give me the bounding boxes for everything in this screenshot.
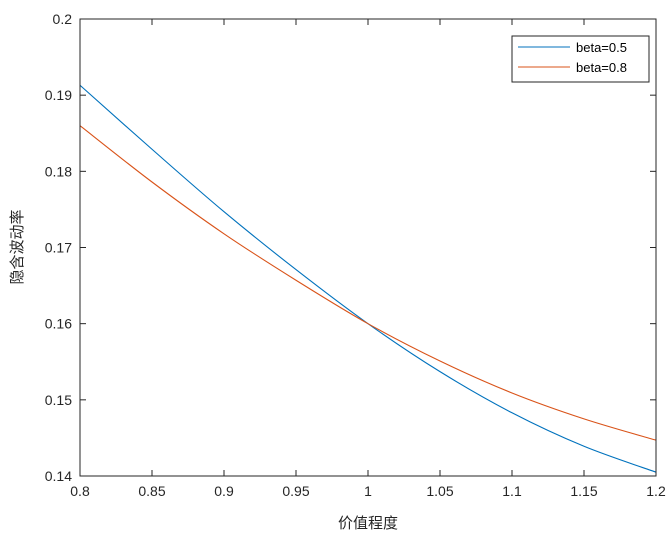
x-axis-label: 价值程度 bbox=[338, 514, 398, 532]
x-tick-label: 0.85 bbox=[138, 483, 165, 499]
y-axis-label: 隐含波动率 bbox=[8, 209, 26, 284]
x-tick-label: 0.95 bbox=[282, 483, 309, 499]
legend: beta=0.5 beta=0.8 bbox=[511, 35, 650, 83]
x-tick-label: 1 bbox=[364, 483, 372, 499]
x-tick-label: 0.9 bbox=[214, 483, 234, 499]
x-tick-label: 0.8 bbox=[70, 483, 90, 499]
y-axis-ticks: 0.14 0.15 0.16 0.17 0.18 0.19 0.2 bbox=[45, 11, 656, 484]
series-layer bbox=[79, 84, 657, 473]
series-line-2 bbox=[79, 125, 657, 441]
legend-box bbox=[511, 35, 650, 83]
y-tick-label: 0.17 bbox=[45, 240, 72, 256]
legend-items: beta=0.5 beta=0.8 bbox=[518, 40, 627, 75]
x-tick-label: 1.05 bbox=[426, 483, 453, 499]
plot-area bbox=[80, 19, 656, 476]
y-tick-label: 0.18 bbox=[45, 163, 72, 179]
x-tick-label: 1.15 bbox=[570, 483, 597, 499]
y-tick-label: 0.16 bbox=[45, 316, 72, 332]
x-axis-ticks: 0.8 0.85 0.9 0.95 1 1.05 1.1 1.15 1.2 bbox=[70, 19, 666, 499]
y-tick-label: 0.19 bbox=[45, 87, 72, 103]
y-tick-label: 0.14 bbox=[45, 468, 72, 484]
x-tick-label: 1.2 bbox=[646, 483, 666, 499]
legend-label-2: beta=0.8 bbox=[576, 60, 627, 75]
y-tick-label: 0.15 bbox=[45, 392, 72, 408]
legend-label-1: beta=0.5 bbox=[576, 40, 627, 55]
y-tick-label: 0.2 bbox=[53, 11, 73, 27]
x-tick-label: 1.1 bbox=[502, 483, 522, 499]
